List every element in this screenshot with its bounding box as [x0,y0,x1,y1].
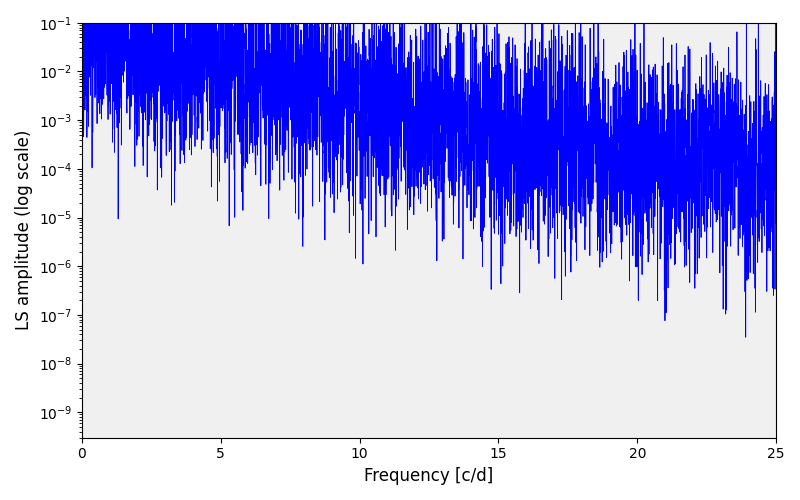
X-axis label: Frequency [c/d]: Frequency [c/d] [364,467,494,485]
Y-axis label: LS amplitude (log scale): LS amplitude (log scale) [15,130,33,330]
